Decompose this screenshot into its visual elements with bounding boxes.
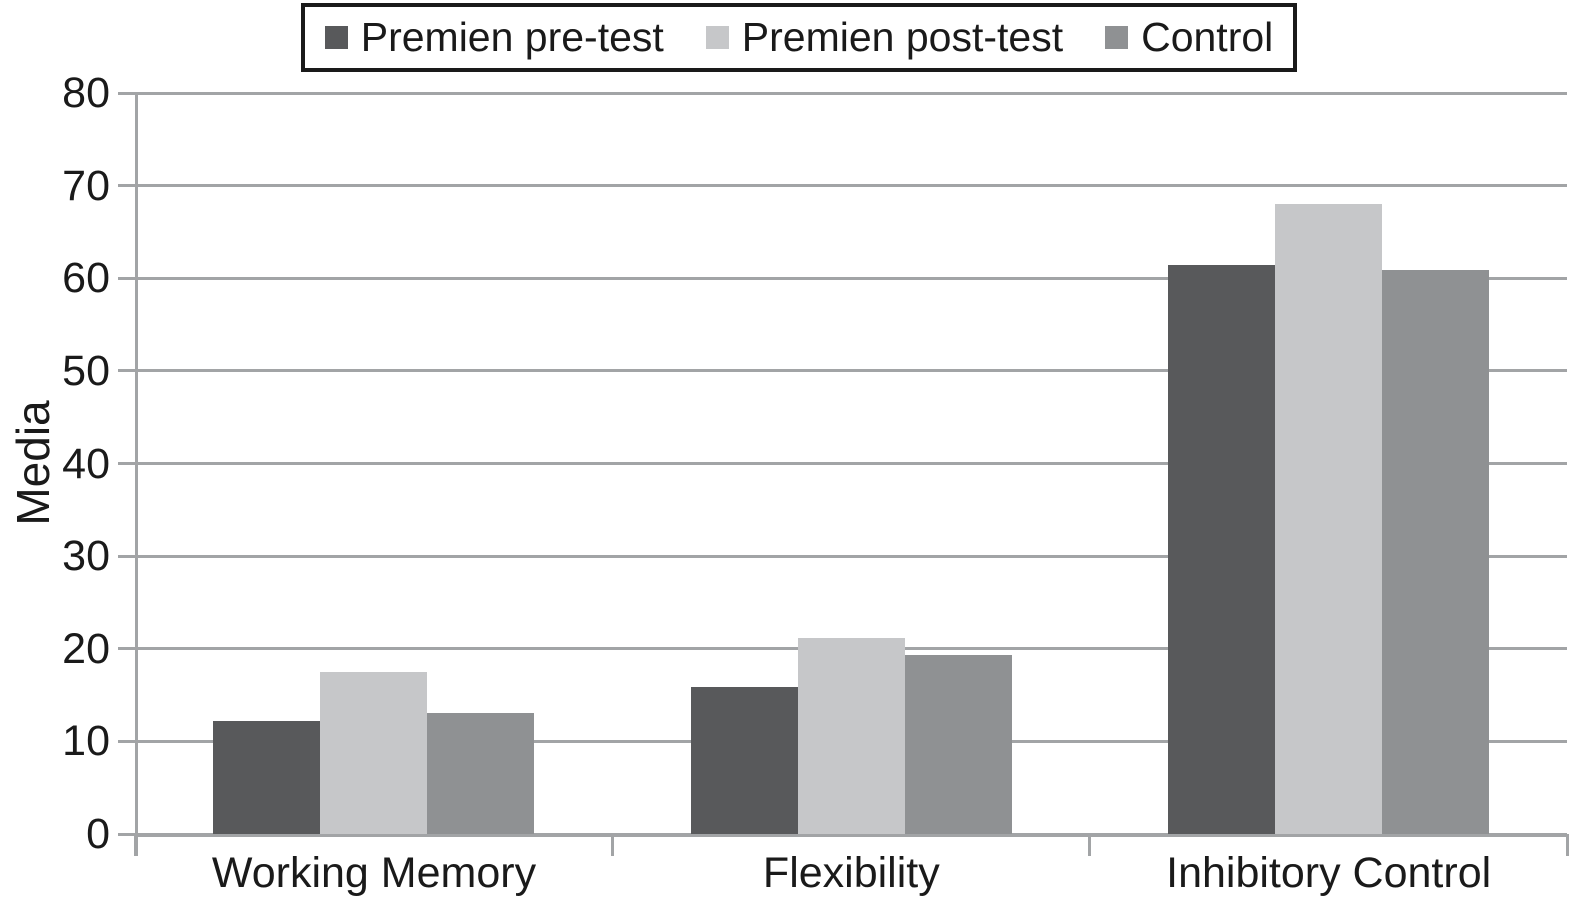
legend-swatch-icon [1105, 26, 1129, 49]
y-tick-label-30: 30 [62, 532, 110, 581]
legend-item-premien-post-test: Premien post-test [705, 14, 1064, 60]
gridline-y-50 [135, 369, 1567, 373]
bar-working-memory-premien-post-test [320, 671, 428, 834]
y-tick-mark [118, 276, 135, 280]
bar-flexibility-premien-post-test [797, 637, 905, 834]
bar-working-memory-premien-pre-test [213, 721, 321, 834]
y-axis-line [135, 93, 138, 856]
bar-inhibitory-control-premien-post-test [1274, 204, 1382, 834]
y-tick-mark [118, 647, 135, 651]
x-category-label-working-memory: Working Memory [211, 849, 537, 897]
legend-label: Control [1141, 14, 1274, 60]
bar-flexibility-control [904, 655, 1012, 834]
y-tick-mark [118, 91, 135, 95]
legend-label: Premien post-test [741, 14, 1064, 60]
y-tick-label-70: 70 [62, 161, 110, 210]
y-tick-mark [118, 369, 135, 373]
y-tick-label-40: 40 [62, 439, 110, 488]
y-tick-label-50: 50 [62, 346, 110, 395]
y-tick-label-20: 20 [62, 624, 110, 673]
bar-flexibility-premien-pre-test [690, 686, 798, 834]
gridline-y-70 [135, 184, 1567, 188]
x-tick-mark [610, 834, 614, 856]
x-tick-mark [1565, 834, 1569, 856]
x-tick-mark [1088, 834, 1092, 856]
y-tick-label-0: 0 [86, 810, 110, 858]
y-tick-label-10: 10 [62, 717, 110, 766]
y-tick-mark [118, 554, 135, 558]
legend: Premien pre-test Premien post-test Control [301, 3, 1297, 72]
gridline-y-80 [135, 91, 1567, 95]
legend-item-premien-pre-test: Premien pre-test [324, 14, 664, 60]
y-tick-label-80: 80 [62, 69, 110, 117]
y-tick-mark [118, 184, 135, 188]
legend-swatch-icon [324, 26, 348, 49]
gridline-y-0 [135, 832, 1567, 837]
y-tick-mark [118, 462, 135, 465]
y-tick-label-60: 60 [62, 254, 110, 303]
bar-inhibitory-control-premien-pre-test [1167, 265, 1275, 834]
legend-item-control: Control [1105, 17, 1273, 58]
x-category-label-inhibitory-control: Inhibitory Control [1166, 849, 1492, 897]
bar-inhibitory-control-control [1381, 269, 1489, 834]
legend-swatch-icon [705, 26, 729, 49]
legend-label: Premien pre-test [360, 14, 664, 60]
gridline-y-30 [135, 554, 1567, 558]
y-tick-mark [118, 832, 135, 836]
gridline-y-60 [135, 276, 1567, 280]
plot-area [135, 91, 1567, 837]
y-tick-mark [118, 739, 135, 743]
gridline-y-40 [135, 462, 1567, 465]
x-category-label-flexibility: Flexibility [762, 849, 940, 897]
bar-working-memory-control [427, 712, 535, 834]
